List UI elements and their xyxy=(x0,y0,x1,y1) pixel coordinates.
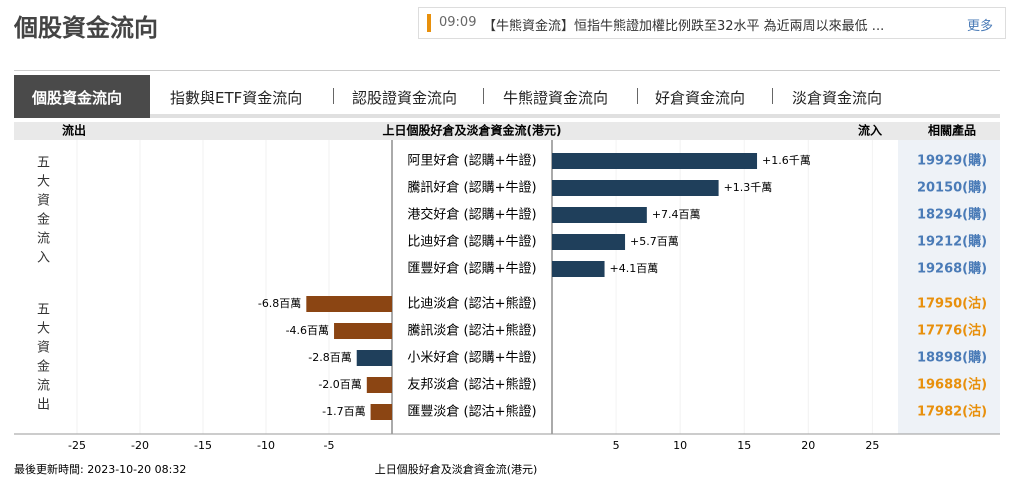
chart: 流出 上日個股好倉及淡倉資金流(港元) 流入 相關產品-25 -20 -15 -10 -5 5 1… xyxy=(14,122,1000,476)
tab[interactable]: 個股資金流向 xyxy=(32,89,123,107)
tab-bar xyxy=(14,70,1000,118)
x-tick-label: -5 xyxy=(324,439,335,452)
tab[interactable]: 淡倉資金流向 xyxy=(792,89,883,107)
tab-separator xyxy=(772,88,773,104)
header-outflow: 流出 xyxy=(62,123,86,138)
tab[interactable]: 指數與ETF資金流向 xyxy=(170,89,303,107)
value-label: +1.3千萬 xyxy=(724,181,773,194)
bar xyxy=(552,261,605,277)
group-label: 五大資金流出 xyxy=(34,302,49,416)
page-title: 個股資金流向 xyxy=(14,14,158,42)
product-link[interactable]: 17776(沽) xyxy=(917,323,987,339)
value-label: -2.0百萬 xyxy=(318,378,361,391)
row-label: 比迪好倉 (認購+牛證) xyxy=(407,234,536,250)
x-tick-label: 10 xyxy=(673,439,687,452)
tab[interactable]: 認股證資金流向 xyxy=(352,89,458,107)
news-time: 09:09 xyxy=(439,15,477,30)
product-link[interactable]: 18898(購) xyxy=(917,350,987,366)
footer-updated: 最後更新時間: 2023-10-20 08:32 xyxy=(14,462,186,476)
bar xyxy=(356,350,392,366)
value-label: -6.8百萬 xyxy=(258,297,301,310)
product-link[interactable]: 20150(購) xyxy=(917,180,987,196)
x-tick-label: 25 xyxy=(865,439,879,452)
tab-separator xyxy=(637,88,638,104)
x-tick-label: 20 xyxy=(801,439,815,452)
bar xyxy=(366,377,392,393)
bar xyxy=(552,153,758,169)
value-label: +7.4百萬 xyxy=(652,208,701,221)
bar xyxy=(334,323,392,339)
value-label: -1.7百萬 xyxy=(322,405,365,418)
row-label: 匯豐好倉 (認購+牛證) xyxy=(407,261,536,277)
row-label: 騰訊好倉 (認購+牛證) xyxy=(407,180,536,196)
news-more[interactable]: 更多 xyxy=(967,19,994,34)
row-label: 港交好倉 (認購+牛證) xyxy=(407,207,536,223)
product-column xyxy=(898,140,1000,434)
row-label: 阿里好倉 (認購+牛證) xyxy=(407,153,536,169)
x-tick-label: -15 xyxy=(194,439,212,452)
row-label: 小米好倉 (認購+牛證) xyxy=(407,350,536,366)
value-label: -4.6百萬 xyxy=(286,324,329,337)
row-label: 比迪淡倉 (認沽+熊證) xyxy=(407,296,536,312)
row-label: 匯豐淡倉 (認沽+熊證) xyxy=(407,404,536,420)
product-link[interactable]: 19212(購) xyxy=(917,234,987,250)
x-tick-label: -25 xyxy=(68,439,86,452)
product-link[interactable]: 19929(購) xyxy=(917,153,987,169)
footer-caption: 上日個股好倉及淡倉資金流(港元) xyxy=(375,462,538,476)
header-products: 相關產品 xyxy=(928,123,976,138)
product-link[interactable]: 17982(沽) xyxy=(917,404,987,420)
product-link[interactable]: 19268(購) xyxy=(917,261,987,277)
x-tick-label: 5 xyxy=(613,439,620,452)
product-link[interactable]: 19688(沽) xyxy=(917,377,987,393)
bar xyxy=(552,207,647,223)
row-label: 騰訊淡倉 (認沽+熊證) xyxy=(407,323,536,339)
value-label: +1.6千萬 xyxy=(762,154,811,167)
tab-separator xyxy=(483,88,484,104)
bar xyxy=(552,180,719,196)
bar xyxy=(370,404,392,420)
x-tick-label: 15 xyxy=(737,439,751,452)
header-inflow: 流入 xyxy=(858,123,882,138)
x-tick-label: -20 xyxy=(131,439,149,452)
group-label: 五大資金流入 xyxy=(34,155,49,269)
news-bar xyxy=(427,14,431,32)
row-label: 友邦淡倉 (認沽+熊證) xyxy=(407,377,536,393)
bar xyxy=(552,234,626,250)
tab-separator xyxy=(333,88,334,104)
active-tab-bg xyxy=(14,75,150,118)
header-center: 上日個股好倉及淡倉資金流(港元) xyxy=(383,123,562,138)
product-link[interactable]: 17950(沽) xyxy=(917,296,987,312)
value-label: -2.8百萬 xyxy=(308,351,351,364)
news-box[interactable]: 09:09 【牛熊資金流】恒指牛熊證加權比例跌至32水平 為近兩周以來最低 ..… xyxy=(418,7,1006,39)
value-label: +5.7百萬 xyxy=(630,235,679,248)
product-link[interactable]: 18294(購) xyxy=(917,207,987,223)
header-row xyxy=(14,122,1000,140)
bar xyxy=(306,296,392,312)
news-text[interactable]: 【牛熊資金流】恒指牛熊證加權比例跌至32水平 為近兩周以來最低 ... xyxy=(483,19,885,34)
x-tick-label: -10 xyxy=(257,439,275,452)
tab[interactable]: 牛熊證資金流向 xyxy=(503,89,609,107)
value-label: +4.1百萬 xyxy=(610,262,659,275)
tab[interactable]: 好倉資金流向 xyxy=(655,89,746,107)
